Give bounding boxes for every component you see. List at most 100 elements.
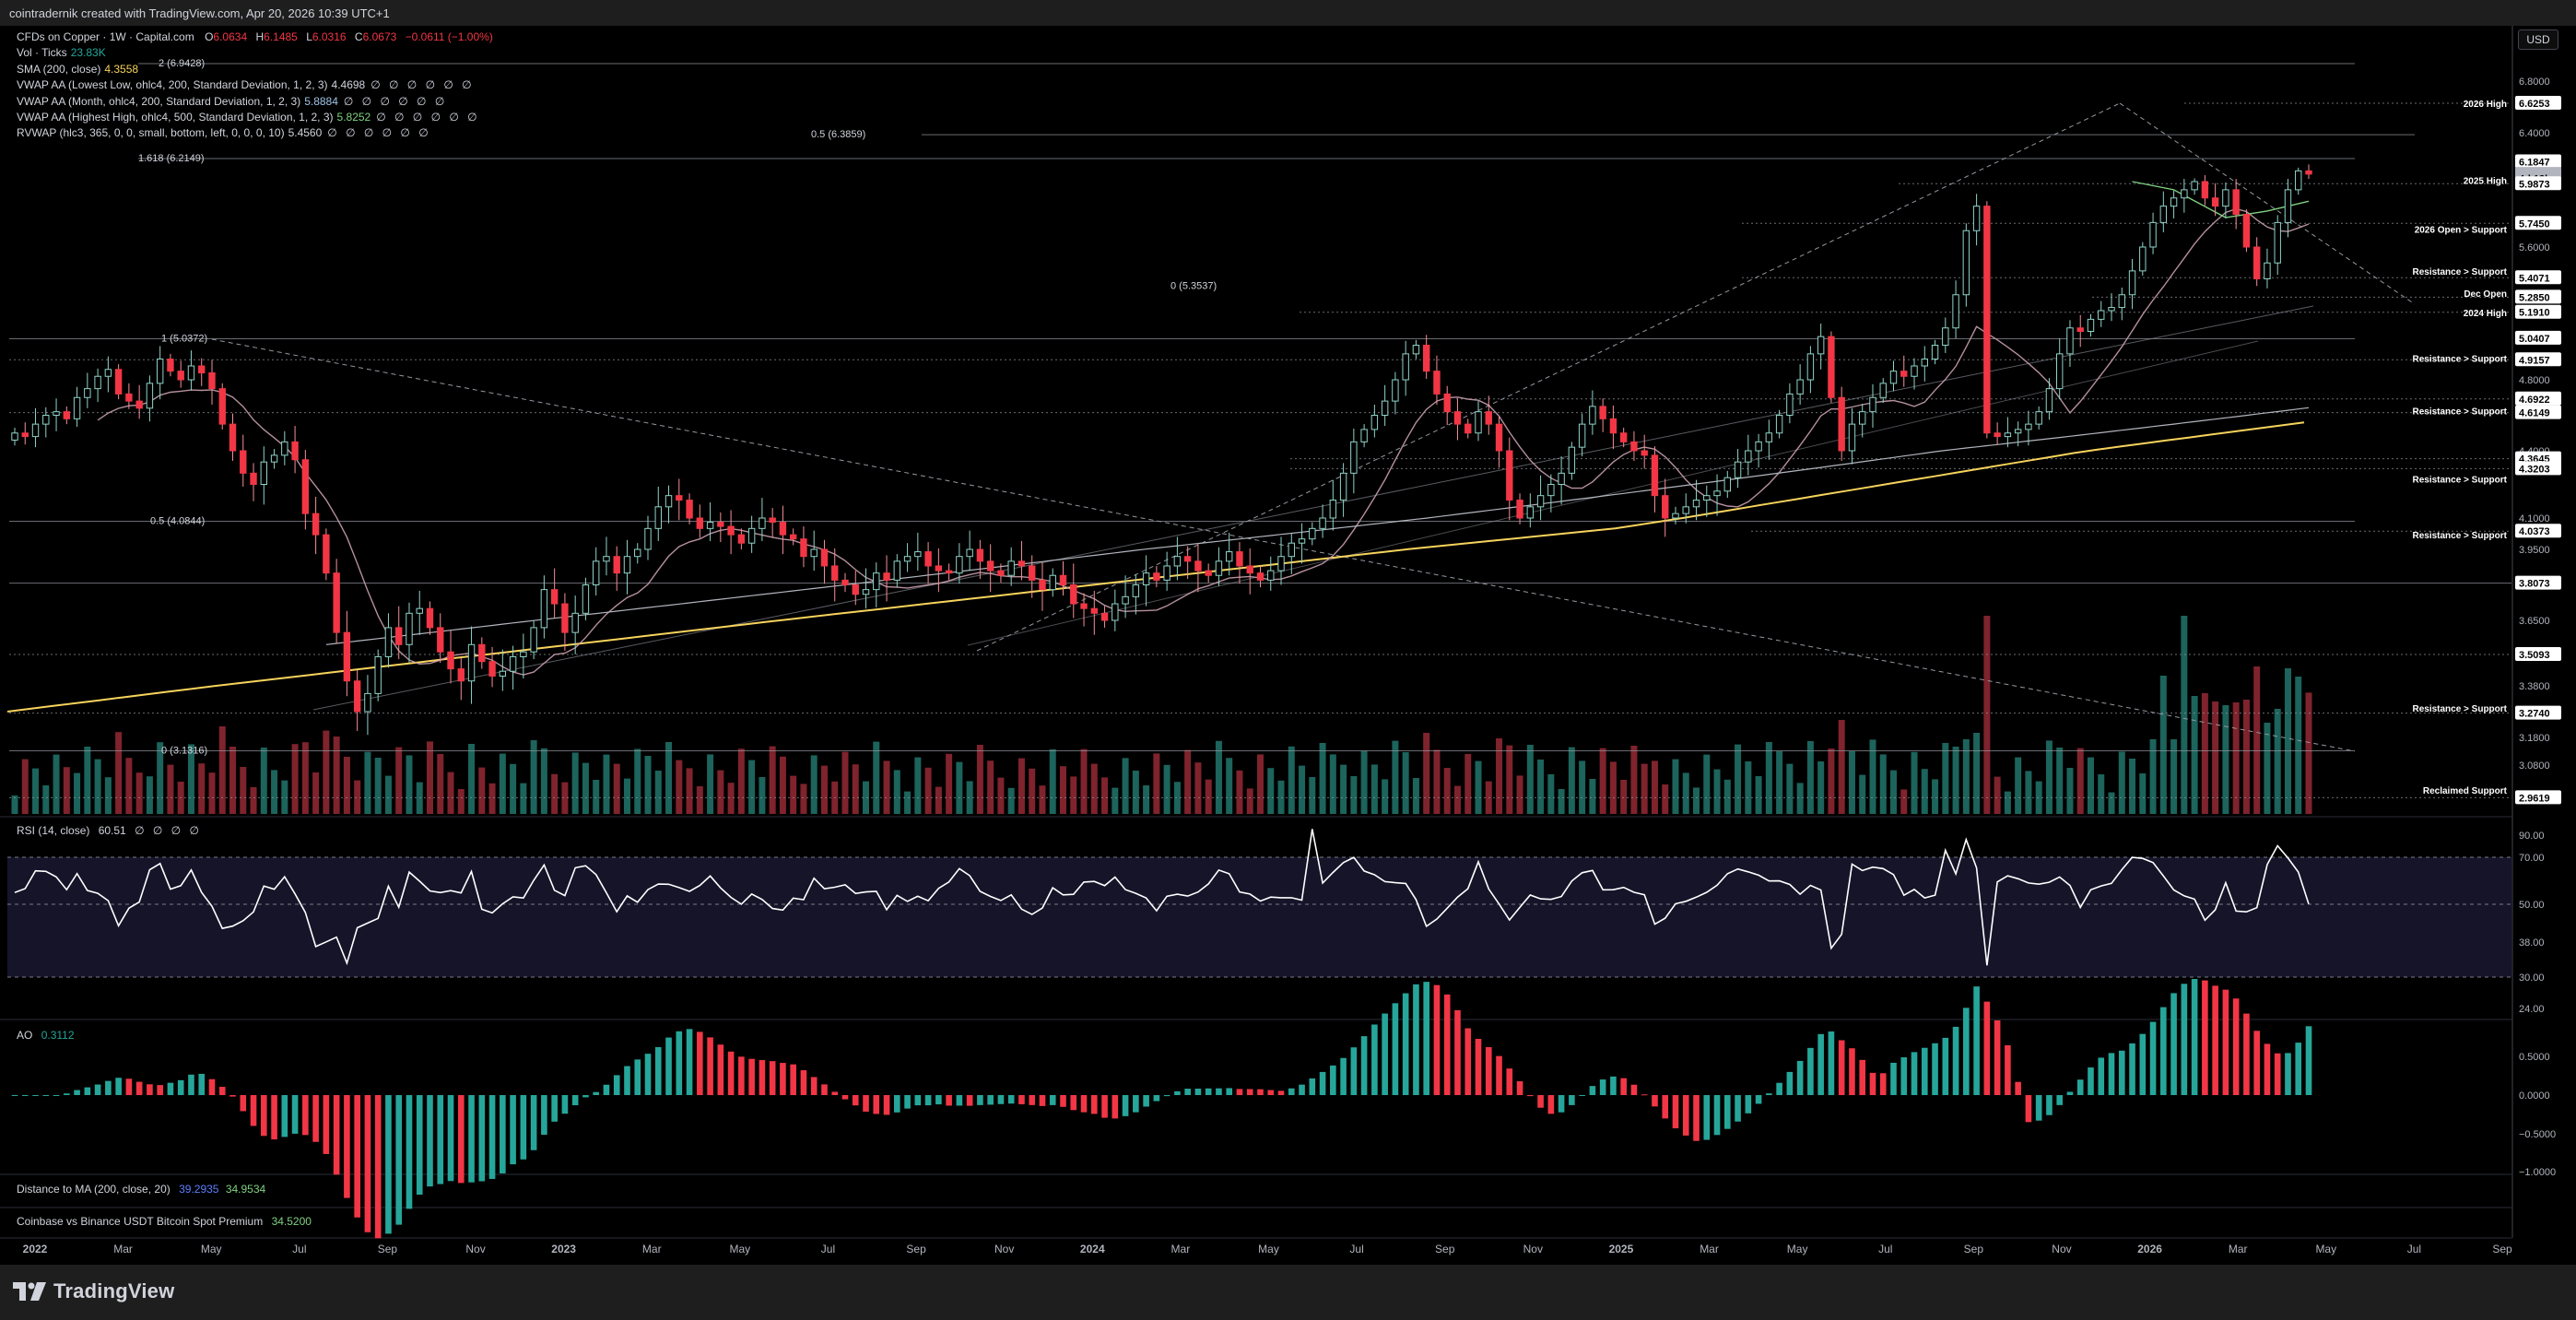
chart-area[interactable]: 2 (6.9428) 1.618 (6.2149) 0.5 (6.3859) 1 (5…	[0, 26, 2576, 1265]
volume-bar	[2212, 701, 2219, 814]
indicator-row[interactable]: VWAP AA (Month, ohlc4, 200, Standard Dev…	[17, 94, 493, 110]
candle-body	[84, 388, 91, 398]
volume-bar	[301, 742, 309, 814]
candle-body	[603, 556, 610, 562]
candle-body	[779, 522, 787, 536]
volume-bar	[1049, 748, 1056, 814]
symbol-row[interactable]: CFDs on Copper · 1W · Capital.com O6.063…	[17, 29, 493, 45]
volume-bar	[1132, 771, 1139, 814]
ao-bar	[686, 1029, 693, 1095]
candle-body	[1402, 353, 1409, 381]
level-annotation: 2024 High	[2464, 309, 2507, 319]
ao-bar	[1090, 1095, 1098, 1114]
close-label: C	[354, 30, 363, 43]
time-axis-label: Sep	[1435, 1243, 1455, 1255]
ao-legend[interactable]: AO 0.3112	[17, 1029, 75, 1042]
ao-bar	[488, 1095, 496, 1179]
candle-body	[561, 603, 569, 633]
time-axis-label: May	[730, 1243, 751, 1255]
rsi-legend[interactable]: RSI (14, close) 60.51 ∅ ∅ ∅ ∅	[17, 824, 202, 837]
volume-bar	[863, 781, 870, 814]
time-axis-label: Jul	[292, 1243, 306, 1255]
indicator-row[interactable]: RVWAP (hlc3, 365, 0, 0, small, bottom, l…	[17, 125, 493, 141]
vwap-lowest-low-line	[325, 407, 2310, 645]
indicator-row[interactable]: SMA (200, close) 4.3558	[17, 62, 493, 77]
level-annotation: Resistance > Support	[2412, 267, 2507, 277]
rsi-band	[7, 857, 2511, 977]
ao-bar	[1755, 1095, 1762, 1104]
volume-bar	[1911, 751, 1918, 814]
ao-bar	[312, 1095, 319, 1142]
ao-bar	[1060, 1095, 1066, 1107]
candle-body	[2191, 181, 2198, 191]
candle-body	[1059, 574, 1067, 586]
volume-bar	[696, 786, 703, 814]
candle-body	[1412, 345, 1420, 355]
volume-bar	[1382, 779, 1389, 814]
level-annotation: 2025 High	[2464, 177, 2507, 187]
volume-bar	[1735, 744, 1742, 814]
volume-bar	[1516, 775, 1523, 814]
ao-bar	[2285, 1053, 2291, 1095]
ao-bar	[821, 1084, 828, 1095]
ao-bar	[1796, 1060, 1804, 1095]
candle-body	[2264, 262, 2271, 279]
volume-bar	[686, 768, 693, 814]
candle-body	[737, 534, 746, 544]
indicator-row[interactable]: Vol · Ticks 23.83K	[17, 45, 493, 61]
volume-bar	[1537, 760, 1545, 814]
symbol-name[interactable]: CFDs on Copper · 1W · Capital.com	[17, 30, 194, 43]
candle-body	[2159, 206, 2168, 223]
candle-body	[1672, 513, 1679, 519]
premium-legend[interactable]: Coinbase vs Binance USDT Bitcoin Spot Pr…	[17, 1215, 312, 1228]
level-annotation: Dec Open	[2464, 289, 2507, 300]
time-axis-label: Jul	[821, 1243, 835, 1255]
candle-body	[997, 570, 1005, 576]
ao-bar	[323, 1095, 330, 1154]
volume-bar	[707, 754, 714, 814]
price-tick: 3.0800	[2519, 760, 2550, 772]
volume-bar	[1879, 754, 1887, 814]
candle-body	[478, 643, 486, 663]
indicator-row[interactable]: VWAP AA (Highest High, ohlc4, 500, Stand…	[17, 110, 493, 125]
price-tick: 5.6000	[2519, 242, 2550, 253]
ao-bar	[64, 1093, 70, 1095]
candle-body	[94, 375, 101, 390]
level-annotation: Resistance > Support	[2412, 531, 2507, 541]
ao-value: 0.3112	[41, 1029, 75, 1042]
candle-body	[986, 560, 994, 572]
ao-bar	[1838, 1040, 1845, 1095]
candle-body	[1838, 396, 1845, 452]
volume-bar	[1838, 720, 1845, 814]
price-tag: 5.0407	[2519, 334, 2550, 345]
rsi-tick: 70.00	[2519, 853, 2545, 864]
candle-body	[1506, 450, 1513, 501]
candle-body	[343, 631, 351, 682]
ao-bar	[1184, 1089, 1191, 1095]
volume-bar	[426, 741, 433, 814]
price-tag: 6.6253	[2519, 99, 2550, 110]
candle-body	[1692, 500, 1700, 508]
ao-bar	[1662, 1095, 1669, 1119]
volume-bar	[104, 777, 112, 814]
ao-bar	[188, 1074, 194, 1095]
ao-bar	[1599, 1079, 1606, 1095]
volume-bar	[1340, 764, 1347, 814]
candle-body	[2014, 429, 2022, 434]
candle-body	[1122, 595, 1129, 605]
chart-canvas[interactable]: 2 (6.9428) 1.618 (6.2149) 0.5 (6.3859) 1 (5…	[0, 26, 2576, 1265]
candle-body	[1029, 565, 1036, 581]
indicator-row[interactable]: VWAP AA (Lowest Low, ohlc4, 200, Standar…	[17, 77, 493, 93]
ao-bar	[2212, 985, 2218, 1095]
candle-body	[1630, 441, 1638, 452]
distance-ma-legend[interactable]: Distance to MA (200, close, 20) 39.2935 …	[17, 1183, 265, 1196]
time-axis-label: Sep	[1964, 1243, 1984, 1255]
candle-body	[31, 423, 40, 438]
ao-bar	[1569, 1095, 1575, 1105]
indicator-value: 4.3558	[104, 62, 139, 76]
ao-bar	[1330, 1065, 1336, 1095]
volume-bar	[187, 744, 194, 814]
currency-button[interactable]: USD	[2518, 29, 2558, 50]
time-axis-label: 2022	[23, 1243, 48, 1255]
tradingview-logo[interactable]: TradingView	[13, 1279, 174, 1303]
